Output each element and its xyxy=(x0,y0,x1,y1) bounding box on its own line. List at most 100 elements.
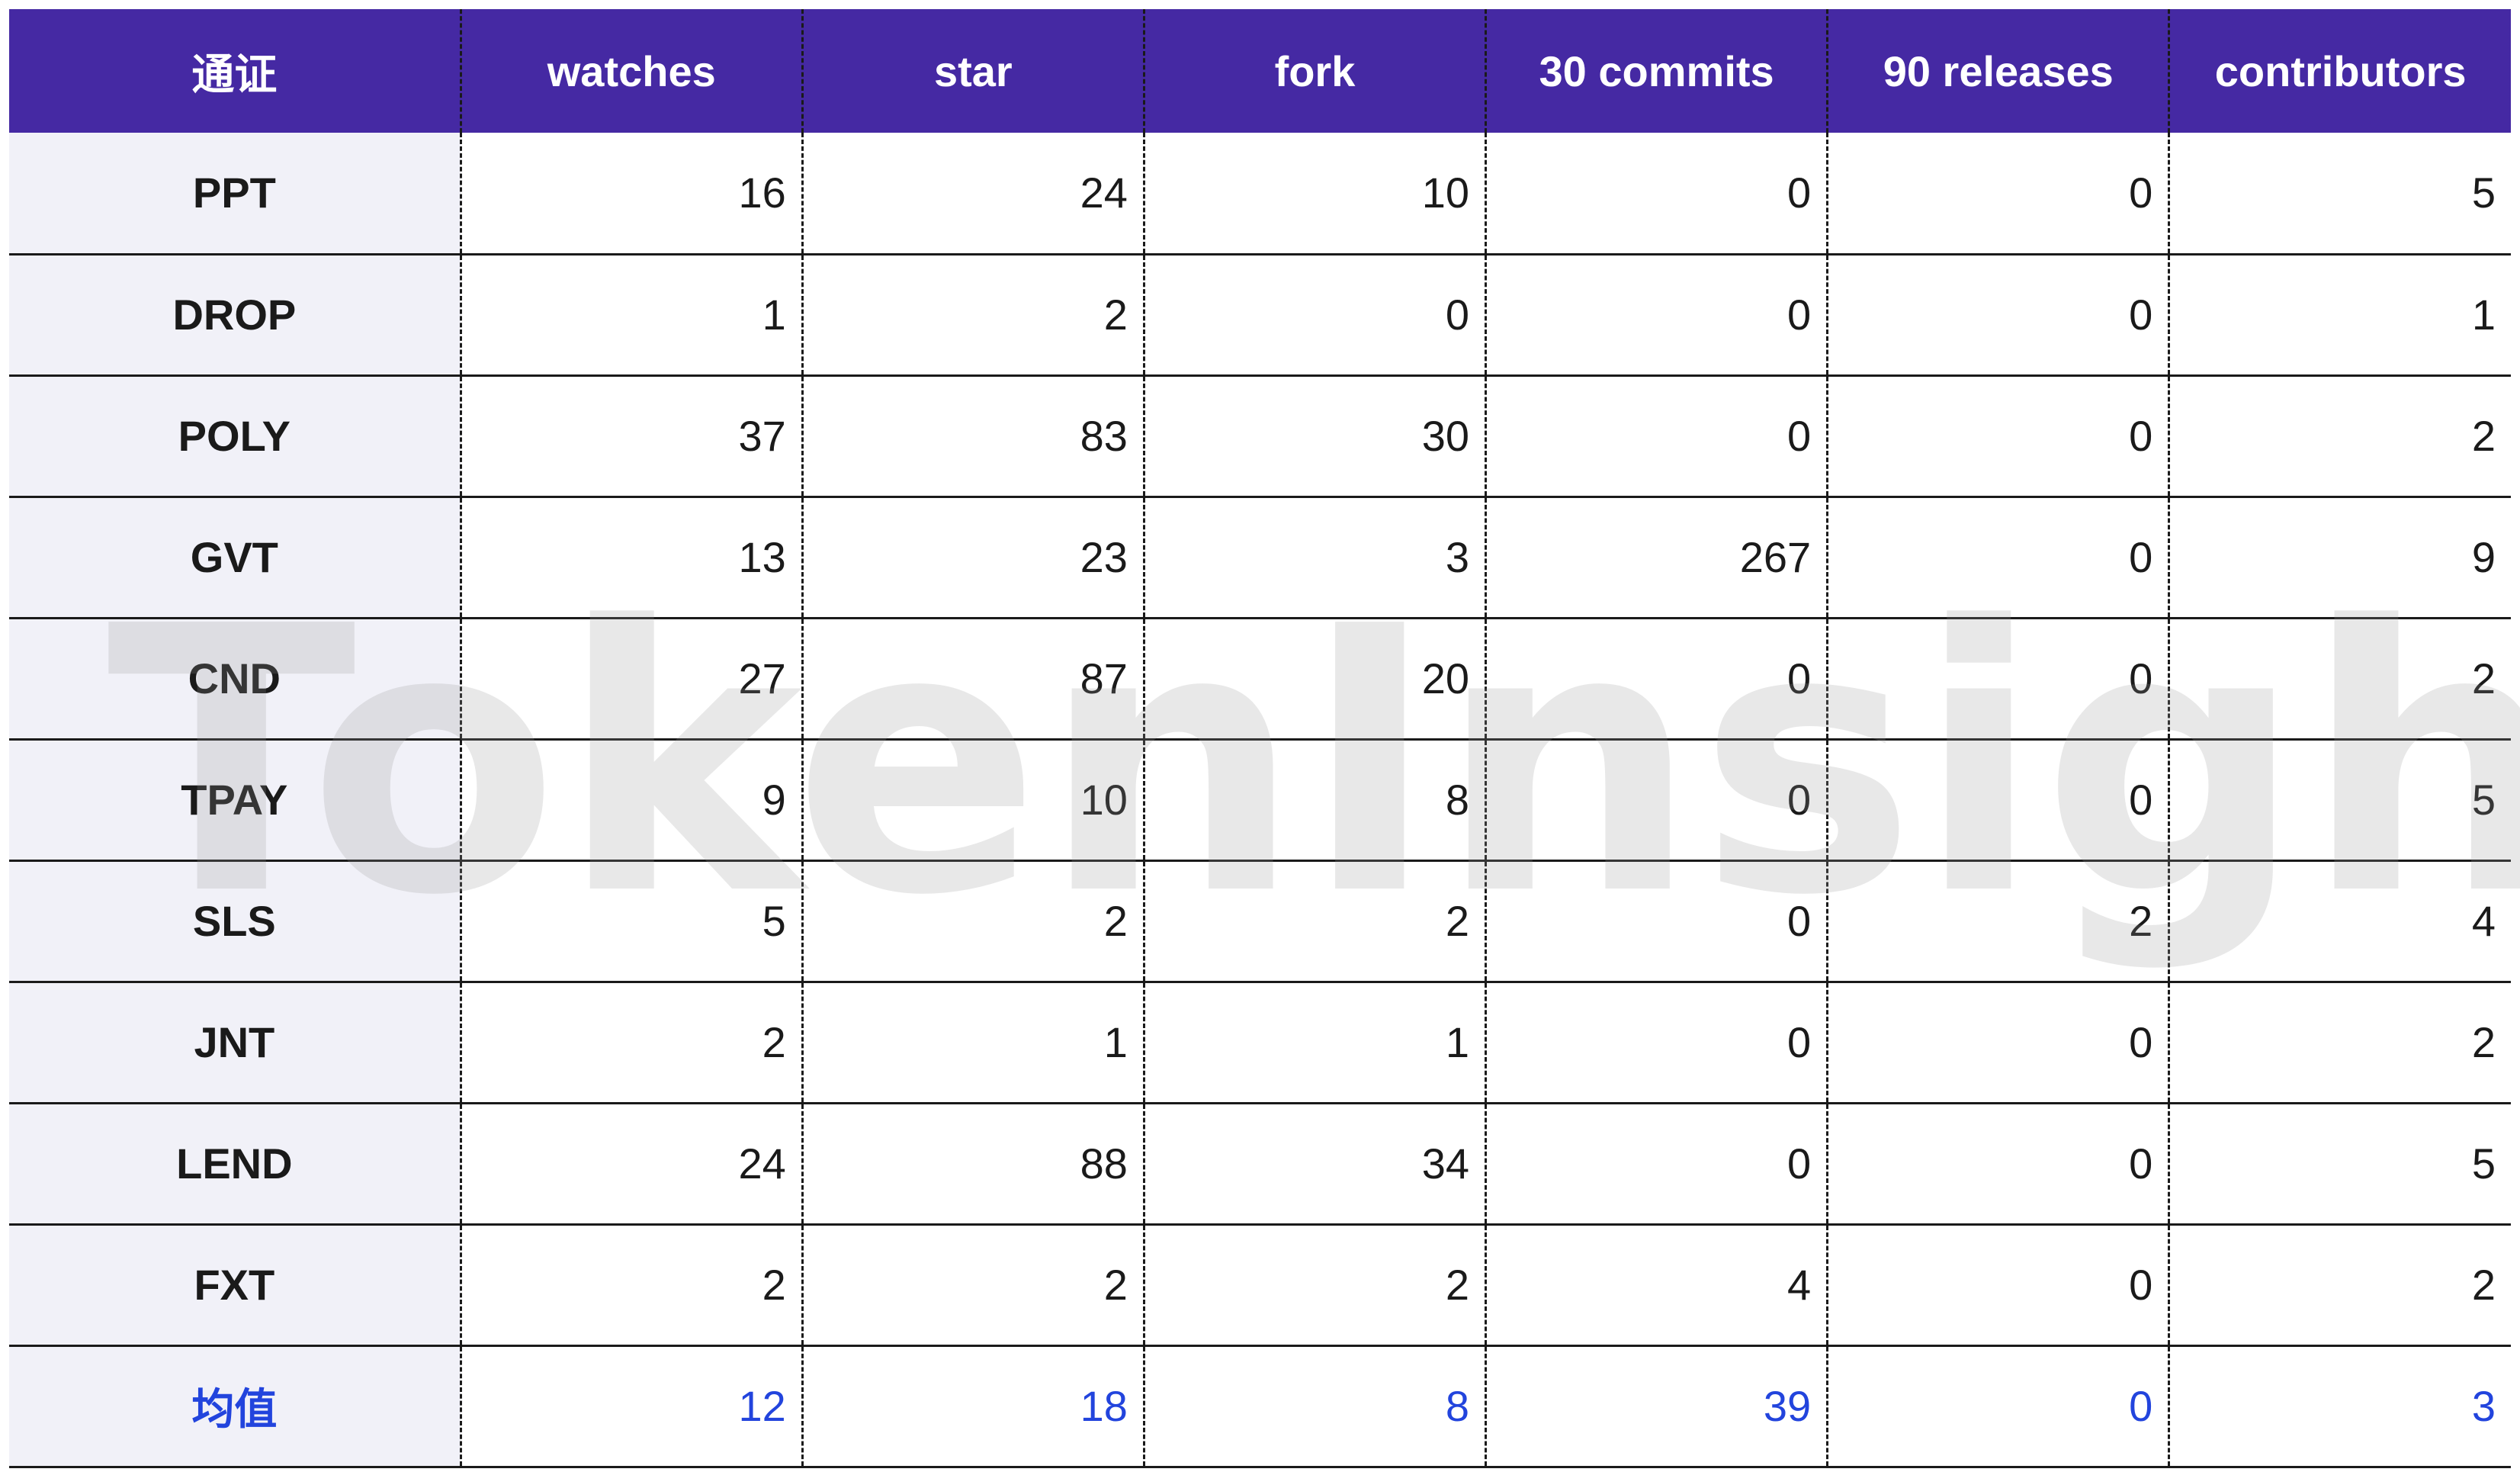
table-row: DROP 1 2 0 0 0 1 xyxy=(9,254,2511,377)
commits-30-cell: 0 xyxy=(1485,739,1828,862)
commits-30-cell: 0 xyxy=(1485,133,1828,256)
star-cell: 1 xyxy=(801,982,1144,1104)
contributors-cell: 2 xyxy=(2168,618,2511,741)
token-name-cell: FXT xyxy=(9,1224,461,1347)
fork-cell: 0 xyxy=(1142,254,1486,377)
token-name-cell: TPAY xyxy=(9,739,461,862)
star-cell: 18 xyxy=(801,1345,1144,1468)
releases-90-cell: 0 xyxy=(1826,497,2169,619)
watches-cell: 2 xyxy=(459,1224,803,1347)
releases-90-cell: 0 xyxy=(1826,133,2169,256)
header-contributors: contributors xyxy=(2168,9,2511,133)
watches-cell: 5 xyxy=(459,860,803,983)
table-row: SLS 5 2 2 0 2 4 xyxy=(9,860,2511,983)
table-body: PPT 16 24 10 0 0 5 DROP 1 2 0 0 0 1 POLY 37 83 30 0 0 2 GVT 13… xyxy=(9,133,2511,1468)
watches-cell: 9 xyxy=(459,739,803,862)
token-name-cell: LEND xyxy=(9,1103,461,1226)
table-row: PPT 16 24 10 0 0 5 xyxy=(9,133,2511,256)
fork-cell: 2 xyxy=(1142,860,1486,983)
releases-90-cell: 0 xyxy=(1826,739,2169,862)
releases-90-cell: 2 xyxy=(1826,860,2169,983)
contributors-cell: 2 xyxy=(2168,375,2511,498)
contributors-cell: 3 xyxy=(2168,1345,2511,1468)
header-30-commits: 30 commits xyxy=(1485,9,1828,133)
commits-30-cell: 0 xyxy=(1485,982,1828,1104)
commits-30-cell: 4 xyxy=(1485,1224,1828,1347)
github-stats-table: 通证 watches star fork 30 commits 90 relea… xyxy=(9,9,2511,1468)
fork-cell: 8 xyxy=(1142,739,1486,862)
releases-90-cell: 0 xyxy=(1826,254,2169,377)
commits-30-cell: 0 xyxy=(1485,1103,1828,1226)
watches-cell: 13 xyxy=(459,497,803,619)
star-cell: 2 xyxy=(801,1224,1144,1347)
contributors-cell: 9 xyxy=(2168,497,2511,619)
releases-90-cell: 0 xyxy=(1826,375,2169,498)
commits-30-cell: 267 xyxy=(1485,497,1828,619)
commits-30-cell: 39 xyxy=(1485,1345,1828,1468)
watches-cell: 37 xyxy=(459,375,803,498)
star-cell: 87 xyxy=(801,618,1144,741)
fork-cell: 1 xyxy=(1142,982,1486,1104)
header-fork: fork xyxy=(1142,9,1486,133)
star-cell: 2 xyxy=(801,254,1144,377)
contributors-cell: 2 xyxy=(2168,982,2511,1104)
contributors-cell: 4 xyxy=(2168,860,2511,983)
releases-90-cell: 0 xyxy=(1826,1224,2169,1347)
watches-cell: 27 xyxy=(459,618,803,741)
token-name-cell: PPT xyxy=(9,133,461,256)
token-name-cell: SLS xyxy=(9,860,461,983)
table-row: TPAY 9 10 8 0 0 5 xyxy=(9,739,2511,862)
star-cell: 83 xyxy=(801,375,1144,498)
releases-90-cell: 0 xyxy=(1826,618,2169,741)
fork-cell: 34 xyxy=(1142,1103,1486,1226)
table-row: FXT 2 2 2 4 0 2 xyxy=(9,1224,2511,1347)
fork-cell: 2 xyxy=(1142,1224,1486,1347)
header-row: 通证 watches star fork 30 commits 90 relea… xyxy=(9,9,2511,133)
contributors-cell: 2 xyxy=(2168,1224,2511,1347)
contributors-cell: 5 xyxy=(2168,1103,2511,1226)
star-cell: 2 xyxy=(801,860,1144,983)
token-name-cell: 均值 xyxy=(9,1345,461,1468)
fork-cell: 30 xyxy=(1142,375,1486,498)
token-name-cell: JNT xyxy=(9,982,461,1104)
token-name-cell: DROP xyxy=(9,254,461,377)
watches-cell: 1 xyxy=(459,254,803,377)
contributors-cell: 1 xyxy=(2168,254,2511,377)
token-name-cell: GVT xyxy=(9,497,461,619)
watches-cell: 2 xyxy=(459,982,803,1104)
commits-30-cell: 0 xyxy=(1485,254,1828,377)
watches-cell: 16 xyxy=(459,133,803,256)
table-row: GVT 13 23 3 267 0 9 xyxy=(9,497,2511,619)
table-row: LEND 24 88 34 0 0 5 xyxy=(9,1103,2511,1226)
average-row: 均值 12 18 8 39 0 3 xyxy=(9,1345,2511,1468)
commits-30-cell: 0 xyxy=(1485,375,1828,498)
releases-90-cell: 0 xyxy=(1826,1345,2169,1468)
header-watches: watches xyxy=(459,9,803,133)
fork-cell: 3 xyxy=(1142,497,1486,619)
table-header: 通证 watches star fork 30 commits 90 relea… xyxy=(9,9,2511,133)
contributors-cell: 5 xyxy=(2168,133,2511,256)
github-stats-table-wrapper: 通证 watches star fork 30 commits 90 relea… xyxy=(9,9,2511,1468)
fork-cell: 20 xyxy=(1142,618,1486,741)
releases-90-cell: 0 xyxy=(1826,1103,2169,1226)
fork-cell: 10 xyxy=(1142,133,1486,256)
table-row: JNT 2 1 1 0 0 2 xyxy=(9,982,2511,1104)
header-star: star xyxy=(801,9,1144,133)
watches-cell: 12 xyxy=(459,1345,803,1468)
token-name-cell: CND xyxy=(9,618,461,741)
header-90-releases: 90 releases xyxy=(1826,9,2169,133)
watches-cell: 24 xyxy=(459,1103,803,1226)
releases-90-cell: 0 xyxy=(1826,982,2169,1104)
header-token: 通证 xyxy=(9,9,461,133)
star-cell: 23 xyxy=(801,497,1144,619)
contributors-cell: 5 xyxy=(2168,739,2511,862)
table-row: CND 27 87 20 0 0 2 xyxy=(9,618,2511,741)
commits-30-cell: 0 xyxy=(1485,618,1828,741)
star-cell: 88 xyxy=(801,1103,1144,1226)
token-name-cell: POLY xyxy=(9,375,461,498)
star-cell: 10 xyxy=(801,739,1144,862)
fork-cell: 8 xyxy=(1142,1345,1486,1468)
table-row: POLY 37 83 30 0 0 2 xyxy=(9,375,2511,498)
commits-30-cell: 0 xyxy=(1485,860,1828,983)
star-cell: 24 xyxy=(801,133,1144,256)
